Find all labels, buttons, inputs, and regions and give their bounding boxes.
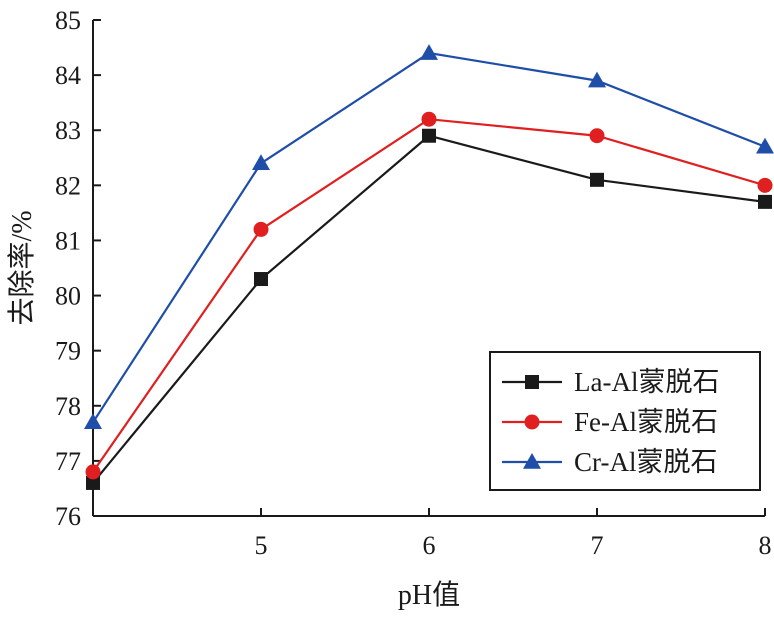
legend-label: Cr-Al蒙脱石 bbox=[574, 447, 717, 477]
legend: La-Al蒙脱石 Fe-Al蒙脱石 Cr-Al蒙脱石 bbox=[489, 351, 761, 491]
data-point-triangle bbox=[84, 413, 102, 430]
legend-label: La-Al蒙脱石 bbox=[574, 367, 719, 397]
y-tick-label: 80 bbox=[55, 282, 81, 311]
y-tick-label: 81 bbox=[55, 226, 81, 255]
y-tick-label: 77 bbox=[55, 447, 81, 476]
y-tick-label: 83 bbox=[55, 116, 81, 145]
data-point-circle bbox=[85, 464, 101, 480]
x-tick-label: 7 bbox=[591, 531, 604, 560]
data-point-circle bbox=[757, 177, 773, 193]
data-point-circle bbox=[589, 128, 605, 144]
data-point-square bbox=[422, 128, 436, 143]
data-point-square bbox=[86, 475, 100, 490]
data-point-triangle bbox=[588, 71, 606, 88]
data-point-square bbox=[590, 172, 604, 187]
y-axis-title: 去除率/% bbox=[6, 210, 38, 325]
data-point-triangle bbox=[756, 137, 774, 154]
series-markers bbox=[84, 44, 774, 490]
y-tick-label: 79 bbox=[55, 337, 81, 366]
y-tick-label: 76 bbox=[55, 502, 81, 531]
data-point-square bbox=[254, 272, 268, 287]
y-ticks: 76 77 78 79 80 81 82 83 84 85 bbox=[55, 6, 101, 531]
data-point-square bbox=[758, 194, 772, 209]
x-axis-title: pH值 bbox=[398, 579, 460, 611]
legend-marker-circle bbox=[524, 414, 540, 430]
data-point-triangle bbox=[252, 154, 270, 171]
y-tick-label: 85 bbox=[55, 6, 81, 35]
legend-label: Fe-Al蒙脱石 bbox=[574, 407, 718, 437]
data-point-circle bbox=[253, 221, 269, 237]
legend-marker-triangle bbox=[523, 453, 541, 469]
y-tick-label: 84 bbox=[55, 61, 81, 90]
x-tick-label: 8 bbox=[759, 531, 772, 560]
y-tick-label: 78 bbox=[55, 392, 81, 421]
legend-marker-square bbox=[525, 375, 539, 389]
x-ticks: 5 6 7 8 bbox=[255, 508, 772, 560]
legend-items: La-Al蒙脱石 Fe-Al蒙脱石 Cr-Al蒙脱石 bbox=[502, 367, 719, 477]
data-point-circle bbox=[421, 111, 437, 127]
y-tick-label: 82 bbox=[55, 171, 81, 200]
x-tick-label: 6 bbox=[423, 531, 436, 560]
x-tick-label: 5 bbox=[255, 531, 268, 560]
data-point-triangle bbox=[420, 44, 438, 60]
